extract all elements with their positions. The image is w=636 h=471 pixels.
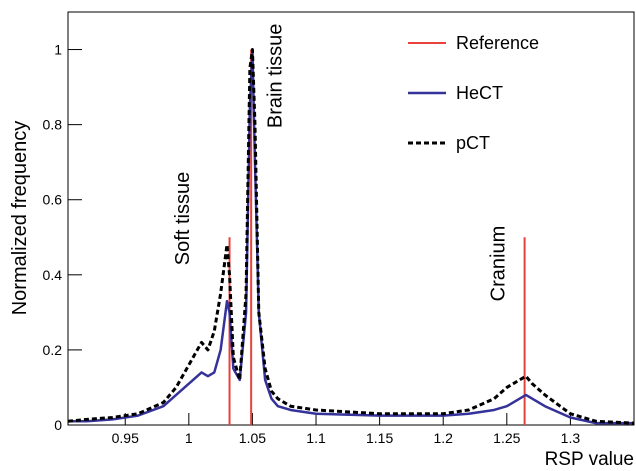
x-tick-label: 1.2 [433,430,453,446]
annotation: Soft tissue [172,172,194,265]
plot-frame [67,11,635,426]
series-line [68,48,634,425]
legend-label: Reference [456,33,539,53]
y-axis-label: Normalized frequency [9,121,31,316]
x-tick-label: 1.05 [239,430,266,446]
y-tick-label: 0.2 [43,342,63,358]
annotation: Brain tissue [265,24,287,129]
x-tick-label: 1 [185,430,193,446]
x-tick-label: 0.95 [112,430,139,446]
x-axis-label: RSP value [545,449,634,470]
y-tick-label: 0.8 [43,117,63,133]
legend-label: pCT [456,133,490,153]
y-tick-label: 0.4 [43,267,63,283]
x-tick-label: 1.15 [366,430,393,446]
legend-label: HeCT [456,83,503,103]
y-tick-label: 0.6 [43,192,63,208]
x-tick-label: 1.3 [561,430,581,446]
annotation: Cranium [487,226,509,302]
x-tick-label: 1.1 [306,430,326,446]
x-tick-label: 1.25 [493,430,520,446]
y-tick-label: 0 [54,417,62,433]
y-tick-label: 1 [54,42,62,58]
series-line [67,48,635,425]
